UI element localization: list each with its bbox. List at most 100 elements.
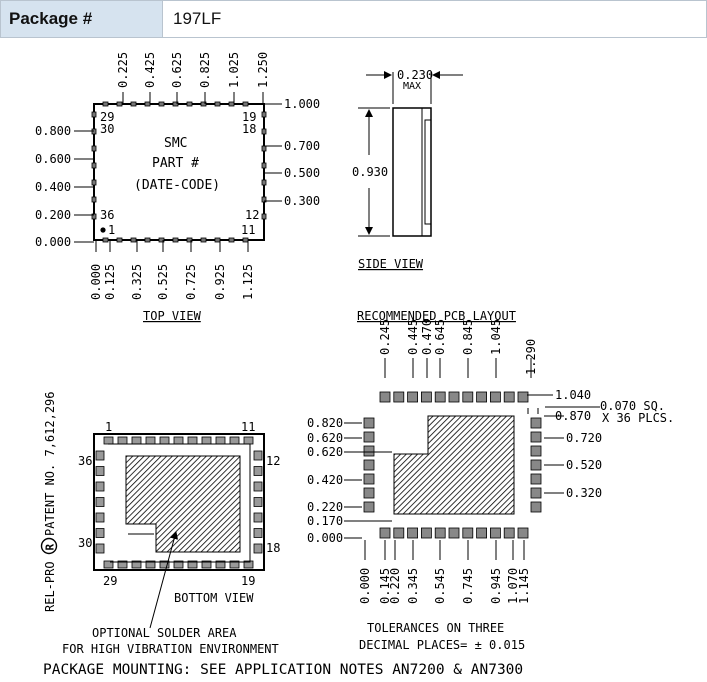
top-pad (116, 101, 123, 107)
pcb-labels: 0.245 0.445 0.470 0.645 0.845 1.045 1.29… (307, 319, 674, 604)
bv-pin-36: 36 (78, 454, 92, 468)
bottom-pad (215, 436, 226, 445)
solder-note-1: OPTIONAL SOLDER AREA (92, 626, 237, 640)
bv-pin-11: 11 (241, 420, 255, 434)
bottom-tick-5: 0.925 (213, 264, 227, 300)
top-pad (242, 237, 249, 243)
top-pad (261, 179, 267, 186)
pcb-pad (517, 527, 529, 539)
pcb-pad (462, 527, 474, 539)
pcb-pad (363, 501, 375, 513)
bottom-pad (253, 497, 263, 507)
pcb-left-tick-5: 0.170 (307, 514, 343, 528)
top-pad (116, 237, 123, 243)
pcb-bottom-tick-1: 0.145 (378, 568, 392, 604)
patent-number: PATENT NO. 7,612,296 (43, 392, 57, 537)
bottom-pad (95, 512, 105, 523)
pin-11: 11 (241, 223, 255, 237)
pcb-pad (363, 431, 375, 443)
right-tick-1: 0.700 (284, 139, 320, 153)
pcb-pad (434, 391, 446, 403)
top-pad (102, 101, 109, 107)
right-tick-0: 1.000 (284, 97, 320, 111)
bottom-pad (243, 560, 254, 569)
pcb-top-tick-3: 0.645 (433, 319, 447, 355)
pcb-left-tick-3: 0.420 (307, 473, 343, 487)
package-value: 197LF (173, 9, 222, 28)
pcb-pad (476, 391, 488, 403)
pcb-pad (363, 487, 375, 499)
bottom-pad (253, 512, 263, 523)
pcb-left-tick-4: 0.220 (307, 500, 343, 514)
pcb-layout (344, 358, 600, 560)
pad-note-1: 0.070 SQ. (600, 399, 665, 413)
bottom-tick-3: 0.525 (156, 264, 170, 300)
solder-note-2: FOR HIGH VIBRATION ENVIRONMENT (62, 642, 279, 656)
pcb-left-tick-6: 0.000 (307, 531, 343, 545)
side-width-note: MAX (403, 81, 421, 92)
pin-12: 12 (245, 208, 259, 222)
left-tick-3: 0.200 (35, 208, 71, 222)
top-pad (228, 237, 235, 243)
solder-area (125, 455, 241, 553)
pad-note-2: X 36 PLCS. (602, 411, 674, 425)
bottom-tick-6: 1.125 (241, 264, 255, 300)
pcb-pad (420, 391, 432, 403)
pin-30: 30 (100, 122, 114, 136)
top-pad (186, 237, 193, 243)
pin-1: 1 (108, 223, 115, 237)
bottom-pad (117, 436, 128, 445)
pcb-bottom-tick-8: 1.145 (517, 568, 531, 604)
svg-text:R: R (44, 544, 57, 551)
top-pad (261, 213, 267, 220)
top-pad (214, 101, 221, 107)
pcb-top-tick-4: 0.845 (461, 319, 475, 355)
left-tick-2: 0.400 (35, 180, 71, 194)
top-tick-2: 0.625 (170, 52, 184, 88)
pcb-title: RECOMMENDED PCB LAYOUT (357, 309, 516, 323)
registered-mark: R (40, 537, 58, 555)
tolerance-note-1: TOLERANCES ON THREE (367, 621, 504, 635)
right-tick-2: 0.500 (284, 166, 320, 180)
pcb-pad (393, 391, 405, 403)
pcb-pad (530, 417, 542, 429)
bv-pin-18: 18 (266, 541, 280, 555)
pcb-pad (379, 391, 391, 403)
pcb-bottom-tick-7: 1.070 (506, 568, 520, 604)
pcb-pad (530, 445, 542, 457)
bottom-view-body (93, 433, 265, 571)
bottom-pad (95, 497, 105, 507)
top-pad (261, 128, 267, 135)
top-pad (130, 237, 137, 243)
bottom-pad (253, 528, 263, 538)
bottom-pad (173, 560, 184, 569)
top-pad (261, 162, 267, 169)
bottom-view-labels: 1 11 36 12 30 18 29 19 BOTTOM VIEW (78, 420, 280, 605)
pcb-pad (517, 391, 529, 403)
pcb-pad (363, 459, 375, 471)
pin-29: 29 (100, 110, 114, 124)
bottom-pad (103, 436, 114, 445)
bottom-pad (253, 543, 263, 554)
pcb-pad (503, 527, 515, 539)
pcb-pad (363, 417, 375, 429)
bottom-pad (201, 560, 212, 569)
pcb-pad (489, 391, 501, 403)
patent-block: REL-PRO R PATENT NO. 7,612,296 (40, 392, 58, 612)
left-tick-4: 0.000 (35, 235, 71, 249)
top-pad (261, 196, 267, 203)
pcb-pad (379, 527, 391, 539)
bottom-tick-1: 0.125 (103, 264, 117, 300)
top-pad (91, 111, 97, 118)
pcb-bottom-tick-2: 0.220 (388, 568, 402, 604)
pcb-pad (530, 459, 542, 471)
bottom-view (93, 433, 265, 629)
bottom-pad (103, 560, 114, 569)
bottom-pad (187, 560, 198, 569)
top-view-title: TOP VIEW (143, 309, 202, 323)
bottom-tick-2: 0.325 (130, 264, 144, 300)
pcb-left-tick-0: 0.820 (307, 416, 343, 430)
bottom-pad (95, 466, 105, 476)
pcb-top-tick-1: 0.445 (406, 319, 420, 355)
left-tick-0: 0.800 (35, 124, 71, 138)
